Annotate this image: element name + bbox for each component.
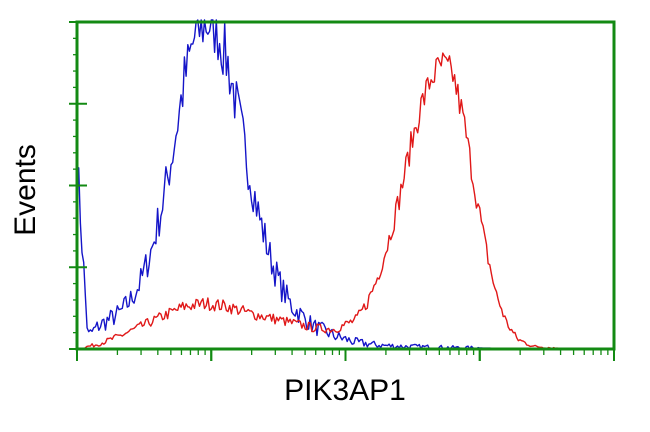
x-axis-label: PIK3AP1	[284, 374, 406, 407]
red-histogram-series	[76, 52, 614, 350]
plot-frame	[75, 20, 616, 351]
y-axis-label: Events	[9, 144, 42, 236]
x-ticks	[76, 349, 615, 361]
y-ticks	[69, 21, 87, 350]
series-layer	[76, 19, 614, 350]
blue-histogram-series	[76, 19, 614, 350]
